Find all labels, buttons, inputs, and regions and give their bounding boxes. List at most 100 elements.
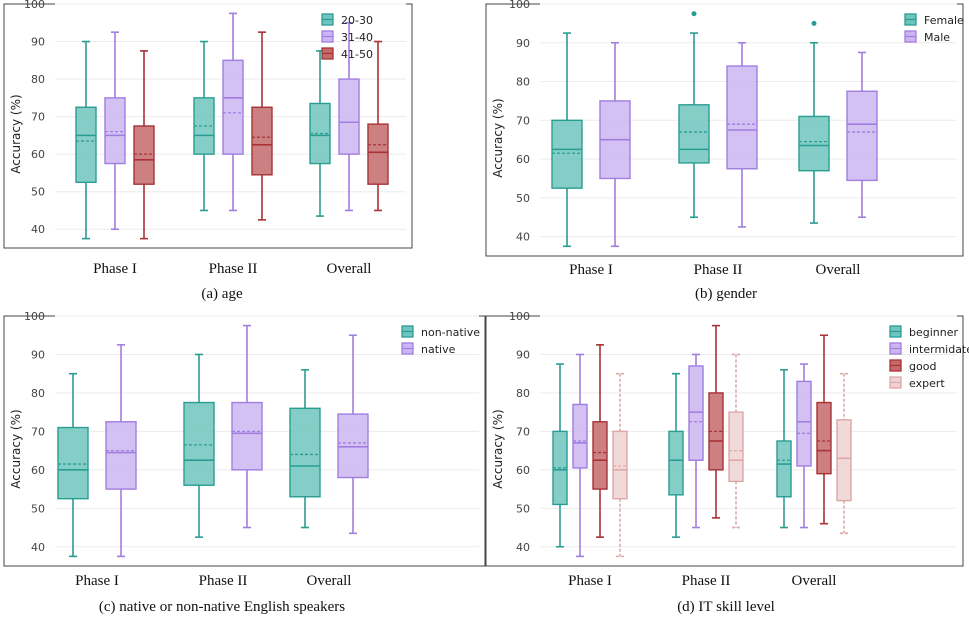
legend: non-native native [401,325,480,356]
box-20-30-phase-i [75,40,97,240]
legend-label: native [421,343,456,356]
box-good-overall [816,334,832,525]
box-iqr [231,401,263,471]
box-beginner-overall [776,369,792,529]
box-20-30-phase-ii [193,40,215,212]
legend-item-native: native [401,342,456,356]
box-expert-phase-ii [728,353,744,529]
box-expert-overall [836,372,852,535]
legend-label: intermidate [909,343,969,356]
outlier-point [691,11,697,17]
y-tick-label: 70 [31,425,45,438]
y-tick-label: 40 [31,541,45,554]
y-axis-label: Accuracy (%) [491,409,505,488]
legend-label: 41-50 [341,48,373,61]
y-axis-label: Accuracy (%) [9,409,23,488]
box-iqr [728,411,744,483]
box-Male-overall [846,51,878,219]
y-tick-label: 60 [31,148,45,161]
legend-item-non-native: non-native [401,325,480,339]
y-tick-label: 60 [31,464,45,477]
box-Female-phase-ii [678,11,710,219]
panel-caption: (a) age [201,286,243,302]
box-iqr [836,419,852,502]
box-31-40-phase-i [104,31,126,231]
box-non-native-phase-i [57,372,89,558]
legend-item-20-30: 20-30 [321,13,373,27]
box-beginner-phase-i [552,363,568,548]
box-41-50-phase-ii [251,31,273,221]
box-Female-overall [798,20,830,224]
box-iqr [612,430,628,500]
legend-label: non-native [421,326,480,339]
y-tick-label: 90 [516,348,530,361]
box-iqr [688,365,704,461]
y-tick-label: 50 [31,502,45,515]
box-iqr [776,440,792,498]
outlier-point [811,20,817,26]
box-iqr [338,78,360,155]
y-tick-label: 90 [31,348,45,361]
box-20-30-overall [309,50,331,217]
legend-item-Female: Female [904,13,964,27]
box-iqr [367,123,389,185]
y-tick-label: 60 [516,153,530,166]
y-tick-label: 80 [516,76,530,89]
legend: beginner intermidate good expert [889,325,969,390]
legend-label: 31-40 [341,31,373,44]
box-iqr [726,65,758,170]
box-iqr [572,403,588,469]
box-intermidate-phase-i [572,353,588,558]
box-iqr [183,401,215,486]
box-iqr [251,106,273,176]
legend-item-expert: expert [889,376,945,390]
legend-item-beginner: beginner [889,325,958,339]
x-tick-label: Phase II [209,261,258,277]
box-iqr [796,380,812,467]
box-iqr [133,125,155,185]
y-tick-label: 90 [31,36,45,49]
x-tick-label: Phase I [569,262,613,278]
y-tick-label: 100 [24,310,45,323]
y-tick-label: 70 [516,425,530,438]
legend-label: Male [924,31,950,44]
legend-label: Female [924,14,964,27]
box-iqr [105,421,137,490]
legend-label: beginner [909,326,958,339]
x-tick-label: Overall [816,262,861,278]
box-iqr [668,430,684,496]
x-tick-label: Overall [307,573,352,589]
legend-item-Male: Male [904,30,950,44]
legend-item-intermidate: intermidate [889,342,969,356]
x-tick-label: Overall [327,261,372,277]
chart-panel-3: 40 50 60 70 80 90 100 Accuracy (%) Phase I Phase … [3,310,486,615]
panel-caption: (c) native or non-native English speaker… [99,599,345,615]
box-good-phase-ii [708,324,724,519]
y-axis-label: Accuracy (%) [9,94,23,173]
box-good-phase-i [592,344,608,538]
box-native-overall [337,334,369,535]
x-tick-label: Phase II [694,262,743,278]
y-tick-label: 70 [516,114,530,127]
x-tick-label: Overall [792,573,837,589]
box-iqr [337,413,369,479]
x-tick-label: Phase I [75,573,119,589]
chart-panel-1: 40 50 60 70 80 90 100 Accuracy (%) Phase I Phase … [3,0,413,302]
box-41-50-phase-i [133,50,155,240]
y-tick-label: 50 [31,186,45,199]
legend-label: 20-30 [341,14,373,27]
y-tick-label: 90 [516,37,530,50]
y-tick-label: 40 [516,541,530,554]
y-tick-label: 40 [516,231,530,244]
box-non-native-overall [289,369,321,529]
box-intermidate-phase-ii [688,353,704,529]
y-tick-label: 100 [509,0,530,11]
box-Female-phase-i [551,32,583,248]
x-tick-label: Phase I [568,573,612,589]
legend: Female Male [904,13,964,44]
box-native-phase-i [105,344,137,558]
box-intermidate-overall [796,363,812,529]
box-Male-phase-i [599,41,631,248]
y-tick-label: 80 [31,387,45,400]
